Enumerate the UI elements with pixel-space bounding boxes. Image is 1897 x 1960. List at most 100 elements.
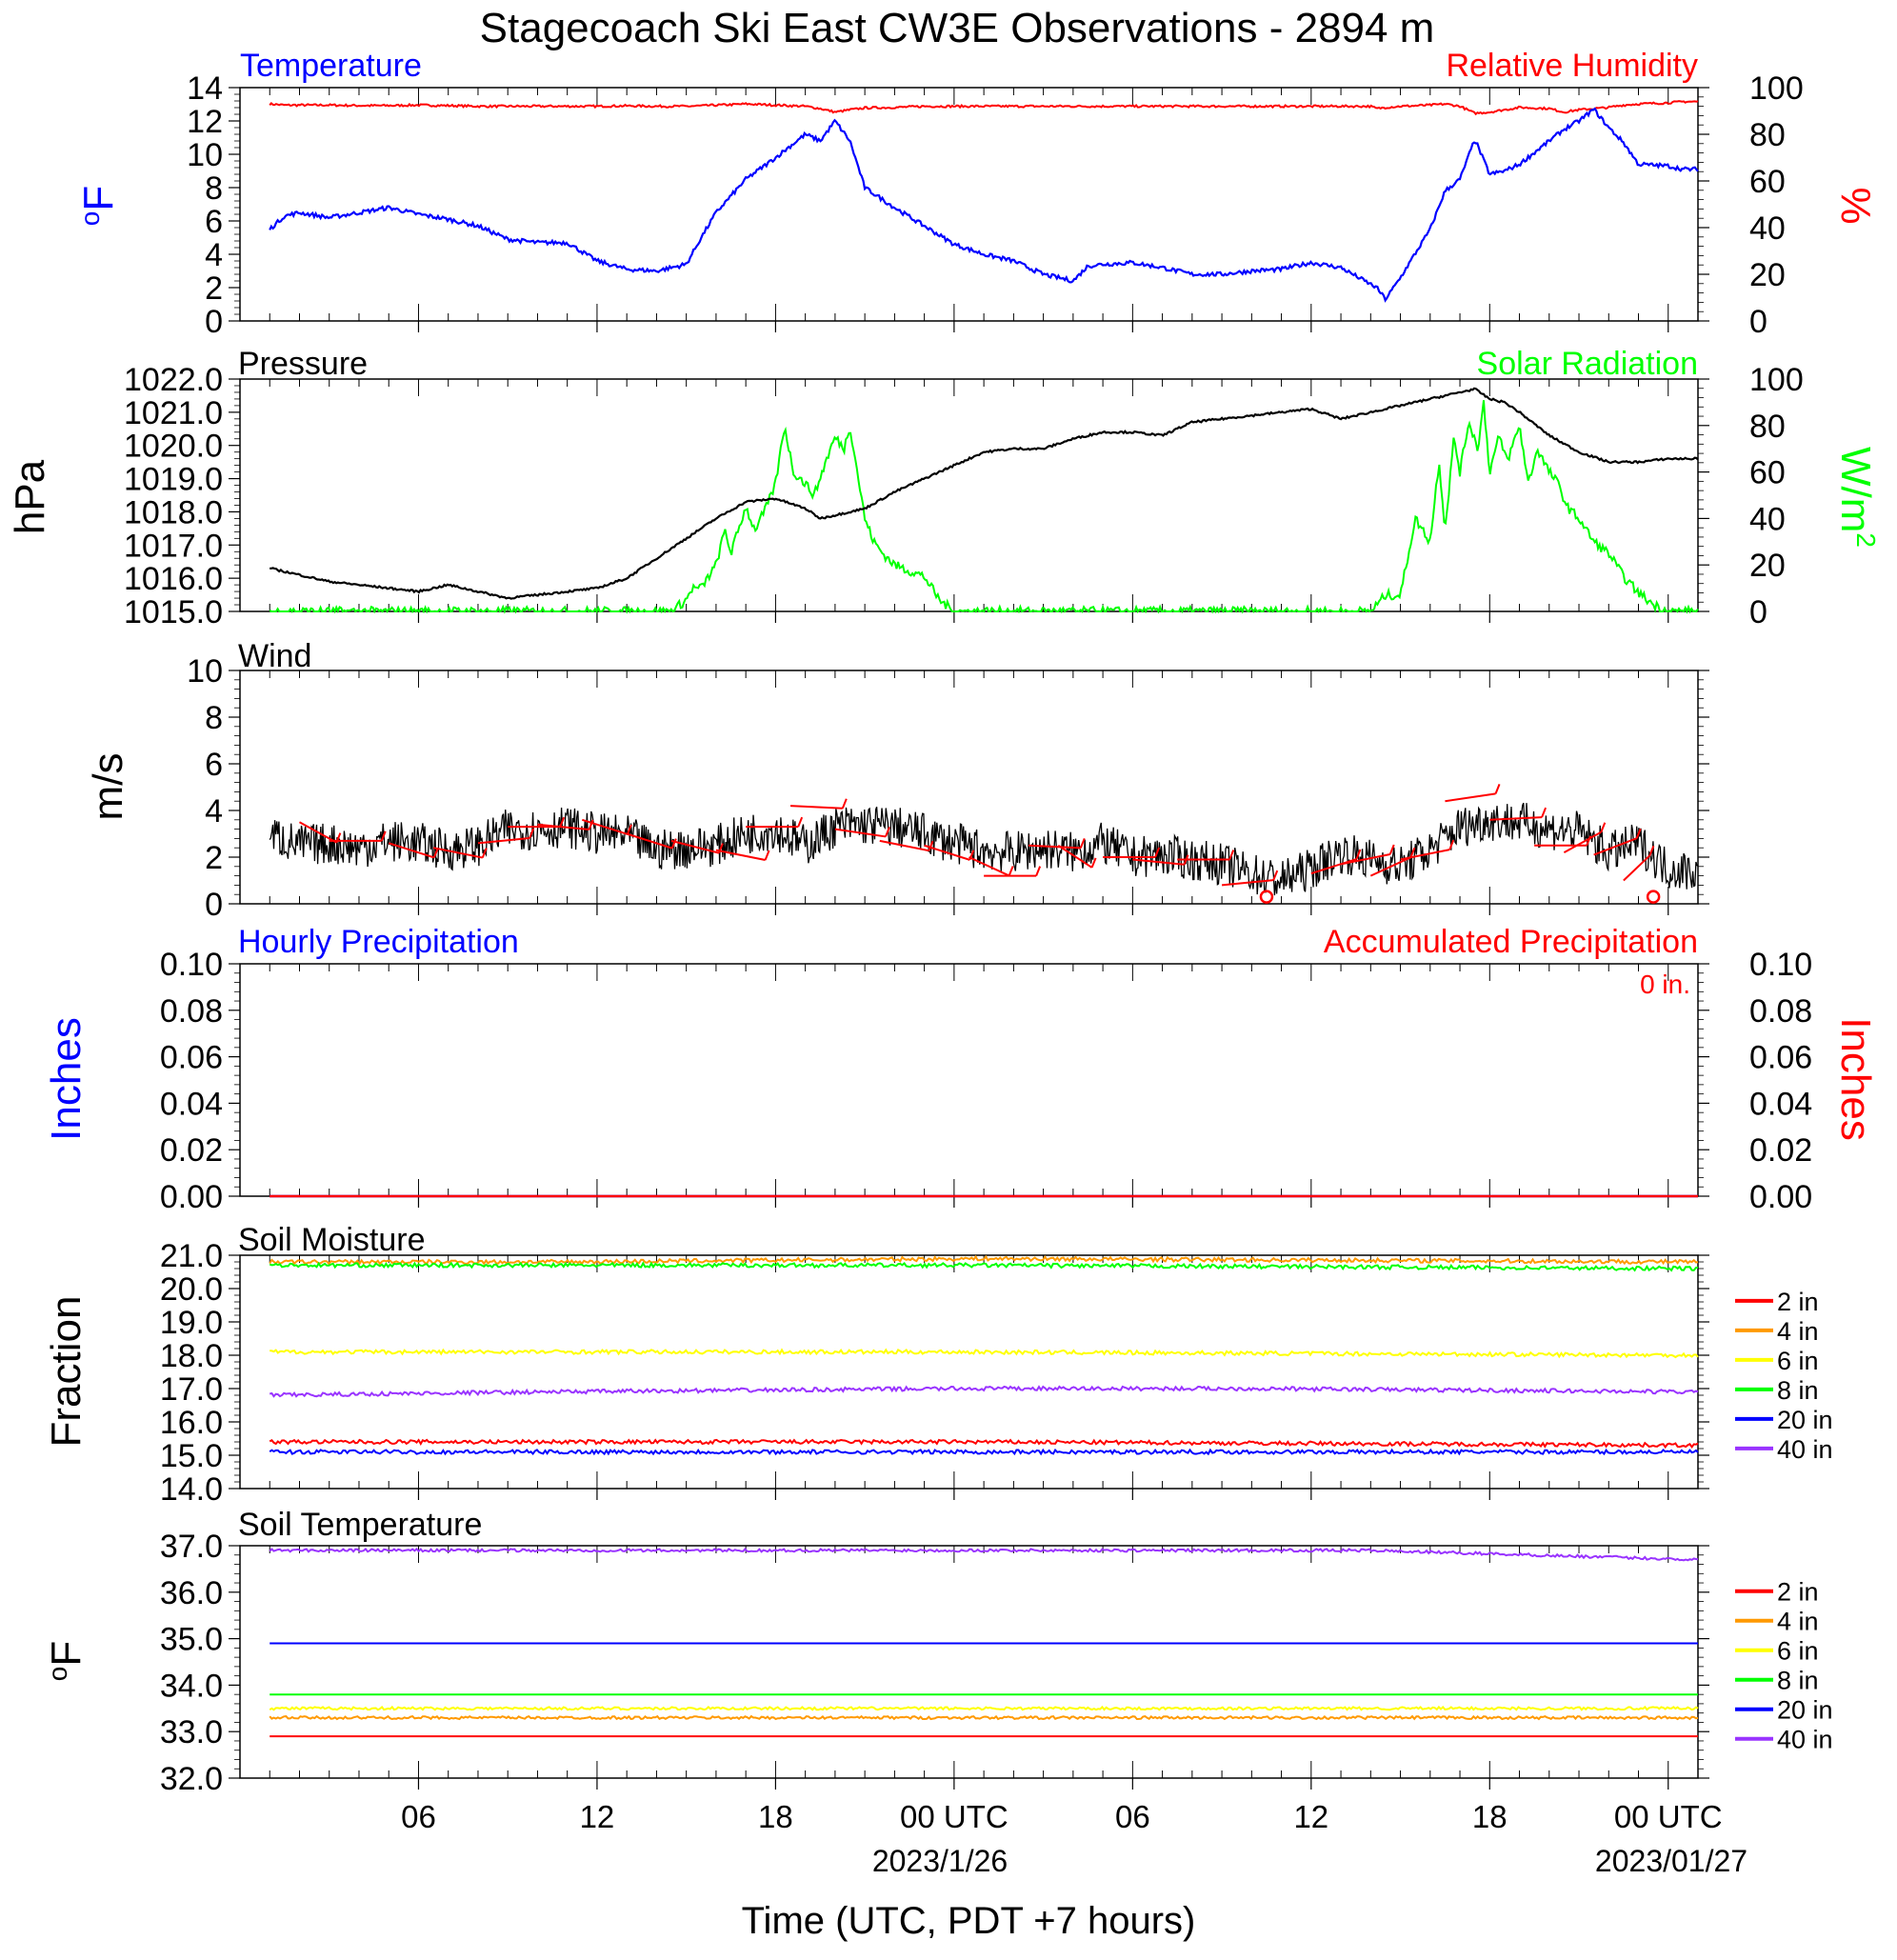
y-tick-label: 40 — [1749, 501, 1786, 537]
wind-barb — [1593, 837, 1638, 856]
temperature-humidity-panel: Temperature Relative Humidity oF % 02468… — [75, 48, 1879, 340]
y-tick-label: 17.0 — [160, 1371, 223, 1408]
pressure-line — [270, 387, 1699, 600]
y-tick-label: 0.08 — [1749, 993, 1812, 1030]
y-tick-label: 8 — [205, 170, 223, 207]
y-tick-label: 14 — [187, 70, 223, 107]
wind-barb-flag — [1409, 847, 1416, 858]
y-tick-label: 36.0 — [160, 1575, 223, 1611]
soil-temperature-line — [269, 1547, 1699, 1562]
y-tick-label: 80 — [1749, 117, 1786, 153]
soil-moisture-line — [269, 1254, 1699, 1266]
y-tick-label: 12 — [187, 104, 223, 140]
wind-barb-flag — [1635, 828, 1642, 839]
wind-barb-flag — [559, 816, 566, 828]
y-tick-label: 1022.0 — [124, 362, 223, 398]
soil-moisture-line — [269, 1261, 1699, 1272]
precip-left-unit: Inches — [43, 1017, 90, 1141]
soil-temperature-unit: oF — [43, 1641, 90, 1681]
soil-moisture-line — [269, 1438, 1699, 1450]
wind-barb-flag — [797, 816, 804, 828]
wind-barb-flag — [670, 838, 677, 849]
humidity-unit: % — [1832, 187, 1879, 224]
wind-barb — [879, 839, 929, 852]
x-tick-label: 12 — [580, 1799, 615, 1834]
wind-barb — [834, 828, 887, 838]
y-tick-label: 0.04 — [1749, 1086, 1812, 1122]
y-tick-label: 1015.0 — [124, 594, 223, 630]
wind-barb — [477, 837, 530, 845]
wind-barb-flag — [1035, 866, 1042, 876]
x-tick-label: 00 UTC — [900, 1799, 1008, 1834]
y-tick-label: 4 — [205, 793, 223, 830]
x-axis-title: Time (UTC, PDT +7 hours) — [742, 1900, 1196, 1942]
wind-barb-flag — [1494, 783, 1501, 794]
legend-label: 4 in — [1777, 1317, 1819, 1346]
wind-barb-flag — [1228, 850, 1235, 860]
y-tick-label: 1018.0 — [124, 494, 223, 530]
hourly-precip-label: Hourly Precipitation — [238, 924, 519, 960]
wind-barb-flag — [588, 819, 594, 830]
wind-barb — [1563, 830, 1602, 853]
wind-barb-flag — [1600, 822, 1607, 833]
wind-barb — [1400, 849, 1450, 861]
x-tick-label: 00 UTC — [1614, 1799, 1723, 1834]
soil-temperature-label: Soil Temperature — [238, 1507, 482, 1543]
precipitation-panel: Hourly Precipitation Accumulated Precipi… — [43, 924, 1879, 1215]
wind-barb — [432, 847, 483, 859]
y-tick-label: 0.06 — [1749, 1040, 1812, 1076]
wind-barb-flag — [529, 828, 535, 839]
x-tick-label: 06 — [1115, 1799, 1150, 1834]
y-tick-label: 100 — [1749, 70, 1804, 107]
y-tick-label: 40 — [1749, 210, 1786, 247]
time-axis: 06 12 18 00 UTC 06 12 18 00 UTC — [401, 1799, 1722, 1834]
wind-label: Wind — [238, 638, 311, 674]
temperature-line — [269, 107, 1699, 303]
wind-panel: Wind m/s 0 2 4 6 8 10 — [85, 638, 1709, 923]
soil-moisture-unit: Fraction — [43, 1296, 90, 1448]
wind-barb — [1340, 853, 1390, 866]
wind-barb-flag — [380, 830, 387, 842]
soil-moisture-label: Soil Moisture — [238, 1222, 426, 1258]
temperature-label: Temperature — [240, 48, 422, 84]
wind-barb — [924, 844, 970, 861]
y-tick-label: 0.10 — [160, 947, 223, 983]
wind-barb-flag — [1008, 866, 1014, 876]
x-tick-label: 18 — [1472, 1799, 1508, 1834]
y-tick-label: 20 — [1749, 548, 1786, 584]
wind-barb — [670, 839, 720, 854]
wind-barb-flag — [432, 848, 439, 858]
panel-frame — [239, 963, 1699, 1197]
wind-barb — [388, 842, 435, 859]
legend-label: 6 in — [1777, 1347, 1819, 1375]
y-tick-label: 14.0 — [160, 1471, 223, 1508]
humidity-label: Relative Humidity — [1446, 48, 1698, 84]
y-tick-label: 0 — [1749, 594, 1767, 630]
y-tick-label: 10 — [187, 653, 223, 690]
y-tick-label: 18.0 — [160, 1338, 223, 1374]
legend-label: 20 in — [1777, 1406, 1833, 1434]
wind-barb-calm — [1259, 890, 1274, 904]
legend-label: 40 in — [1777, 1726, 1833, 1754]
y-tick-label: 37.0 — [160, 1529, 223, 1565]
soil-temperature-line — [269, 1714, 1699, 1721]
wind-barb — [1057, 844, 1093, 869]
y-tick-label: 16.0 — [160, 1405, 223, 1441]
legend-label: 20 in — [1777, 1696, 1833, 1725]
wind-barb — [715, 849, 766, 861]
wind-speed-line — [269, 802, 1699, 896]
wind-barb-flag — [1388, 844, 1395, 855]
legend-label: 6 in — [1777, 1637, 1819, 1666]
wind-barb-flag — [885, 827, 890, 837]
y-tick-label: 0.02 — [1749, 1132, 1812, 1169]
panel-frame — [239, 87, 1699, 322]
wind-barb — [968, 856, 1010, 877]
wind-barb-flag — [1355, 849, 1362, 860]
y-tick-label: 0.06 — [160, 1040, 223, 1076]
y-tick-label: 32.0 — [160, 1761, 223, 1797]
precip-right-unit: Inches — [1832, 1017, 1879, 1141]
x-tick-label: 18 — [758, 1799, 793, 1834]
soil-moisture-panel: Soil Moisture Fraction 14.015.016.017.01… — [43, 1222, 1833, 1508]
date-label-1: 2023/1/26 — [872, 1844, 1008, 1878]
y-tick-label: 100 — [1749, 362, 1804, 398]
